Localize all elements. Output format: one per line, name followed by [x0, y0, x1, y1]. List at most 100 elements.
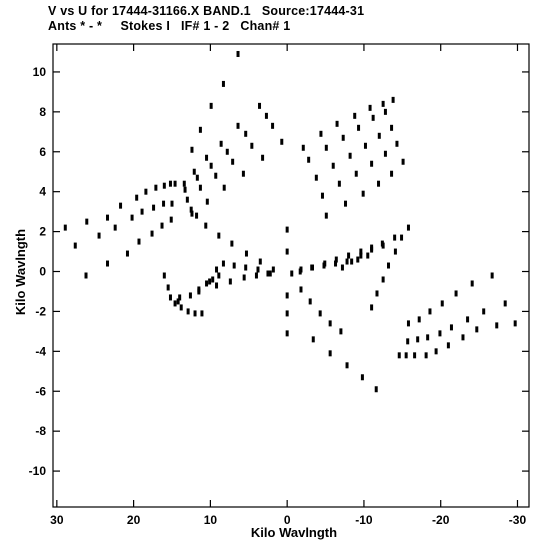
chart-subtitle: Ants * - * Stokes I IF# 1 - 2 Chan# 1: [48, 19, 291, 33]
uv-point: [97, 232, 101, 239]
uv-point: [178, 294, 182, 301]
uv-point: [406, 320, 410, 327]
uv-point: [417, 316, 421, 323]
uv-point: [119, 202, 123, 209]
uv-point: [106, 260, 110, 267]
uv-point: [193, 310, 197, 317]
uv-point: [360, 374, 364, 381]
uv-point: [152, 204, 156, 211]
uv-point: [428, 308, 432, 315]
uv-point: [340, 264, 344, 271]
uv-point: [168, 180, 172, 187]
x-tick-label: 0: [284, 513, 291, 527]
uv-point: [324, 212, 328, 219]
uv-point: [334, 260, 338, 267]
uv-point: [387, 262, 391, 269]
uv-point: [406, 338, 410, 345]
uv-point: [347, 252, 351, 259]
uv-point: [190, 210, 194, 217]
uv-point: [370, 304, 374, 311]
uv-point: [374, 386, 378, 393]
uv-point: [434, 348, 438, 355]
uv-point: [406, 224, 410, 231]
uv-point: [446, 342, 450, 349]
uv-point: [513, 320, 517, 327]
uv-point: [198, 184, 202, 191]
y-tick-label: 0: [39, 265, 46, 279]
uv-point: [299, 266, 303, 273]
uv-point: [366, 252, 370, 259]
uv-point: [236, 122, 240, 129]
uv-point: [217, 232, 221, 239]
uv-point: [307, 156, 311, 163]
uv-point: [393, 248, 397, 255]
y-tick-label: -2: [35, 304, 46, 318]
uv-point: [214, 172, 218, 179]
uv-point: [344, 200, 348, 207]
uv-point: [354, 170, 358, 177]
uv-point: [331, 162, 335, 169]
y-tick-label: -6: [35, 384, 46, 398]
uv-point: [258, 258, 262, 265]
uv-point: [371, 114, 375, 121]
uv-point: [308, 298, 312, 305]
uv-point: [197, 286, 201, 293]
uv-point: [162, 182, 166, 189]
uv-point: [377, 132, 381, 139]
uv-point: [475, 326, 479, 333]
uv-point: [337, 180, 341, 187]
uv-point: [490, 272, 494, 279]
uv-point: [198, 126, 202, 133]
uv-point: [285, 292, 289, 299]
uv-point: [200, 310, 204, 317]
x-tick-label: -30: [509, 513, 527, 527]
x-tick-label: 10: [204, 513, 218, 527]
uv-point: [236, 50, 240, 57]
uv-point: [438, 330, 442, 337]
uv-point: [370, 160, 374, 167]
uv-point: [188, 292, 192, 299]
uv-point: [205, 198, 209, 205]
uv-point: [391, 96, 395, 103]
uv-point: [192, 168, 196, 175]
uv-point: [320, 192, 324, 199]
uv-point: [301, 144, 305, 151]
uv-point: [397, 352, 401, 359]
uv-point: [176, 298, 180, 305]
uv-point: [380, 240, 384, 247]
uv-point: [319, 130, 323, 137]
uv-point: [215, 282, 219, 289]
uv-point: [244, 264, 248, 271]
uv-point: [222, 184, 226, 191]
x-axis-label: Kilo Wavlngth: [251, 525, 337, 540]
uv-point: [401, 158, 405, 165]
uv-point: [461, 334, 465, 341]
uv-point: [383, 150, 387, 157]
uv-point: [341, 134, 345, 141]
uv-point: [426, 334, 430, 341]
uv-point: [290, 270, 294, 277]
uv-point: [256, 266, 260, 273]
uv-point: [353, 112, 357, 119]
x-tick-label: -10: [355, 513, 373, 527]
uv-point: [125, 250, 129, 257]
uv-point: [182, 180, 186, 187]
uv-point: [173, 300, 177, 307]
uv-point: [73, 242, 77, 249]
uv-point: [162, 200, 166, 207]
uv-point: [334, 256, 338, 263]
y-tick-label: -8: [35, 424, 46, 438]
uv-point: [228, 278, 232, 285]
uv-point: [280, 138, 284, 145]
x-tick-label: 30: [50, 513, 64, 527]
uv-point: [322, 262, 326, 269]
uv-point: [377, 180, 381, 187]
uv-point: [345, 258, 349, 265]
y-tick-label: 10: [33, 65, 47, 79]
uv-point: [154, 184, 158, 191]
uv-point: [250, 142, 254, 149]
uv-point: [106, 214, 110, 221]
uv-point: [393, 234, 397, 241]
x-tick-label: -20: [432, 513, 450, 527]
uv-point: [168, 294, 172, 301]
